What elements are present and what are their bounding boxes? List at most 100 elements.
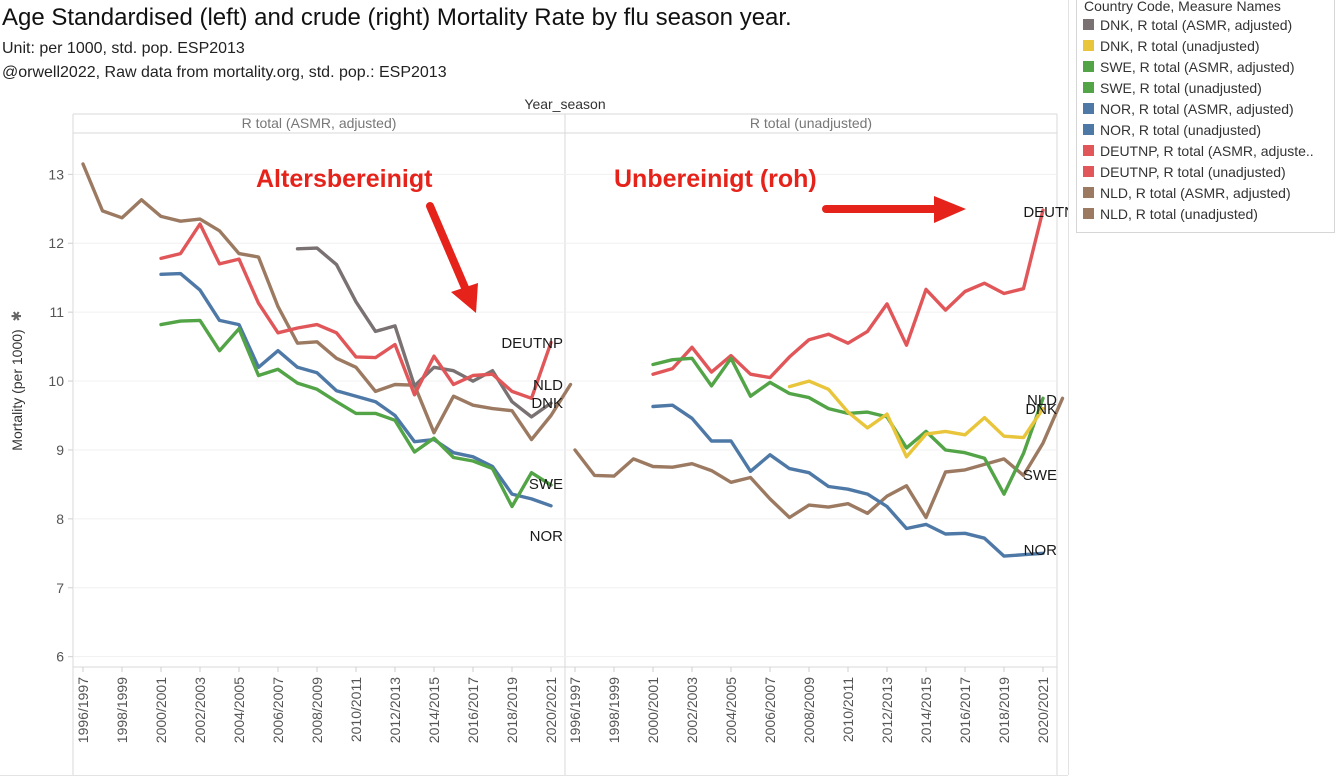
series-line-nor bbox=[159, 271, 553, 508]
mortality-chart: Year_season R total (ASMR, adjusted) R tot… bbox=[9, 96, 1068, 775]
legend-swatch bbox=[1083, 82, 1094, 93]
y-tick-label: 6 bbox=[56, 649, 64, 665]
legend-label: SWE, R total (unadjusted) bbox=[1100, 79, 1262, 96]
x-tick-label: 2018/2019 bbox=[996, 677, 1012, 743]
legend-label: NOR, R total (ASMR, adjusted) bbox=[1100, 100, 1294, 117]
series-end-labels: DEUTNPNLDDNKSWENORDEUTNPNLDDNKSWENOR bbox=[501, 204, 1068, 559]
x-tick-label: 2002/2003 bbox=[192, 677, 208, 743]
legend-item[interactable]: SWE, R total (ASMR, adjusted) bbox=[1077, 56, 1334, 77]
legend-swatch bbox=[1083, 187, 1094, 198]
panel-divider bbox=[1068, 0, 1069, 775]
x-tick-label: 2014/2015 bbox=[918, 677, 934, 743]
panel-header: R total (unadjusted) bbox=[750, 115, 872, 131]
x-tick-label: 2020/2021 bbox=[1035, 677, 1051, 743]
arrow-right-head bbox=[934, 196, 966, 223]
annotation-adjusted: Altersbereinigt bbox=[256, 165, 433, 193]
x-tick-label: 1996/1997 bbox=[75, 677, 91, 743]
column-header: Year_season bbox=[524, 96, 605, 112]
legend-label: NLD, R total (ASMR, adjusted) bbox=[1100, 184, 1291, 201]
legend-item[interactable]: DEUTNP, R total (ASMR, adjuste.. bbox=[1077, 140, 1334, 161]
x-tick-label: 2018/2019 bbox=[504, 677, 520, 743]
end-label-nor: NOR bbox=[1024, 542, 1058, 559]
chart-title: Age Standardised (left) and crude (right… bbox=[2, 4, 792, 31]
x-tick-label: 2014/2015 bbox=[426, 677, 442, 743]
legend-item[interactable]: DNK, R total (ASMR, adjusted) bbox=[1077, 14, 1334, 35]
chart-subtitle-unit: Unit: per 1000, std. pop. ESP2013 bbox=[2, 40, 245, 57]
series-lines bbox=[81, 162, 1065, 558]
y-tick-label: 7 bbox=[56, 580, 64, 596]
legend-item[interactable]: NOR, R total (unadjusted) bbox=[1077, 119, 1334, 140]
legend-label: DNK, R total (unadjusted) bbox=[1100, 37, 1260, 54]
x-tick-label: 2006/2007 bbox=[762, 677, 778, 743]
series-line-swe bbox=[159, 318, 553, 509]
pin-icon: ✱ bbox=[10, 311, 25, 322]
legend-swatch bbox=[1083, 166, 1094, 177]
x-tick-label: 2008/2009 bbox=[309, 677, 325, 743]
series-line-dnk bbox=[787, 379, 1045, 459]
legend-item[interactable]: DNK, R total (unadjusted) bbox=[1077, 35, 1334, 56]
legend-items: DNK, R total (ASMR, adjusted) DNK, R tota… bbox=[1077, 14, 1334, 224]
end-label-swe: SWE bbox=[529, 476, 563, 493]
bottom-rule bbox=[0, 775, 1068, 776]
legend-item[interactable]: NOR, R total (ASMR, adjusted) bbox=[1077, 98, 1334, 119]
legend[interactable]: Country Code, Measure Names DNK, R total… bbox=[1076, 0, 1335, 233]
annotations: Altersbereinigt Unbereinigt (roh) bbox=[256, 165, 966, 313]
end-label-nld: NLD bbox=[533, 377, 563, 394]
chart-source-note: @orwell2022, Raw data from mortality.org… bbox=[2, 64, 447, 81]
series-line-nld bbox=[81, 162, 573, 442]
x-tick-label: 2004/2005 bbox=[231, 677, 247, 743]
x-tick-label: 2020/2021 bbox=[543, 677, 559, 743]
arrow-down-shaft bbox=[426, 202, 470, 294]
y-tick-label: 13 bbox=[48, 166, 64, 182]
series-line-nor bbox=[651, 403, 1045, 558]
y-tick-label: 11 bbox=[49, 304, 64, 320]
end-label-dnk: DNK bbox=[1025, 401, 1057, 418]
legend-label: DNK, R total (ASMR, adjusted) bbox=[1100, 16, 1293, 33]
x-tick-label: 2000/2001 bbox=[645, 677, 661, 743]
x-tick-label: 2002/2003 bbox=[684, 677, 700, 743]
legend-item[interactable]: NLD, R total (unadjusted) bbox=[1077, 203, 1334, 224]
x-tick-label: 2010/2011 bbox=[348, 677, 364, 742]
series-line-deutnp bbox=[159, 222, 553, 400]
y-tick-label: 10 bbox=[48, 373, 64, 389]
x-tick-label: 2006/2007 bbox=[270, 677, 286, 743]
x-tick-label: 2012/2013 bbox=[387, 677, 403, 743]
y-axis: 6 7 8 9 10 11 12 13 Mortality (per 1000) ✱ bbox=[9, 166, 73, 665]
legend-swatch bbox=[1083, 124, 1094, 135]
end-label-deutnp: DEUTNP bbox=[1023, 204, 1068, 221]
x-tick-label: 2010/2011 bbox=[840, 677, 856, 742]
x-tick-label: 2000/2001 bbox=[153, 677, 169, 743]
x-tick-label: 1998/1999 bbox=[606, 677, 622, 743]
legend-label: DEUTNP, R total (ASMR, adjuste.. bbox=[1100, 142, 1314, 159]
end-label-nor: NOR bbox=[530, 528, 564, 545]
arrow-down-head bbox=[451, 283, 478, 313]
x-tick-label: 2008/2009 bbox=[801, 677, 817, 743]
annotation-unadjusted: Unbereinigt (roh) bbox=[614, 165, 817, 193]
series-line-deutnp bbox=[651, 208, 1045, 380]
chart-gridlines bbox=[73, 173, 1057, 658]
end-label-dnk: DNK bbox=[531, 395, 563, 412]
x-tick-label: 2004/2005 bbox=[723, 677, 739, 743]
end-label-swe: SWE bbox=[1023, 467, 1057, 484]
x-tick-label: 2016/2017 bbox=[957, 677, 973, 743]
y-tick-label: 9 bbox=[56, 442, 64, 458]
x-axis: 1996/1997 1998/1999 2000/2001 2002/2003 2004… bbox=[75, 667, 1051, 743]
legend-label: SWE, R total (ASMR, adjusted) bbox=[1100, 58, 1295, 75]
panel-header: R total (ASMR, adjusted) bbox=[242, 115, 397, 131]
x-tick-label: 2012/2013 bbox=[879, 677, 895, 743]
legend-swatch bbox=[1083, 61, 1094, 72]
series-line-swe bbox=[651, 356, 1045, 496]
legend-item[interactable]: DEUTNP, R total (unadjusted) bbox=[1077, 161, 1334, 182]
legend-label: NOR, R total (unadjusted) bbox=[1100, 121, 1262, 138]
legend-swatch bbox=[1083, 145, 1094, 156]
end-label-deutnp: DEUTNP bbox=[501, 335, 563, 352]
legend-item[interactable]: NLD, R total (ASMR, adjusted) bbox=[1077, 182, 1334, 203]
legend-swatch bbox=[1083, 208, 1094, 219]
legend-swatch bbox=[1083, 103, 1094, 114]
legend-item[interactable]: SWE, R total (unadjusted) bbox=[1077, 77, 1334, 98]
series-line-nld bbox=[573, 396, 1065, 520]
end-label-nld: NLD bbox=[1027, 392, 1057, 409]
legend-label: NLD, R total (unadjusted) bbox=[1100, 205, 1258, 222]
legend-title: Country Code, Measure Names bbox=[1084, 0, 1281, 14]
x-tick-label: 2016/2017 bbox=[465, 677, 481, 743]
